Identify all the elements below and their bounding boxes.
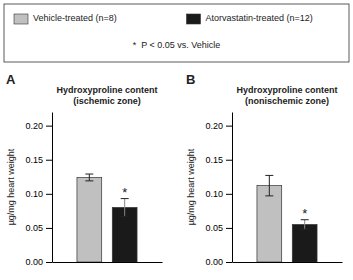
y-tick-label: 0.10 xyxy=(25,189,43,199)
legend: Vehicle-treated (n=8) Atorvastatin-treate… xyxy=(4,4,349,62)
plot-area xyxy=(257,175,317,262)
error-bar-stem xyxy=(269,175,270,195)
bar xyxy=(292,225,317,263)
x-axis xyxy=(233,262,343,264)
error-bar-cap xyxy=(85,180,93,181)
y-tick-mark xyxy=(226,228,232,229)
y-tick: 0.15 xyxy=(205,155,232,165)
y-axis-line xyxy=(52,113,53,263)
y-tick-mark xyxy=(226,160,232,161)
significance-marker: * xyxy=(302,206,307,221)
error-bar-stem xyxy=(124,199,125,217)
y-tick: 0.00 xyxy=(25,257,52,267)
y-tick-mark xyxy=(226,126,232,127)
error-bar-cap xyxy=(121,216,129,217)
legend-note: * P < 0.05 vs. Vehicle xyxy=(133,40,221,50)
y-tick: 0.10 xyxy=(205,189,232,199)
y-tick-label: 0.05 xyxy=(205,223,223,233)
y-tick-mark xyxy=(226,194,232,195)
y-tick: 0.05 xyxy=(205,223,232,233)
legend-box xyxy=(4,4,349,62)
y-tick-mark xyxy=(46,194,52,195)
error-bar xyxy=(301,220,309,230)
y-tick: 0.20 xyxy=(205,121,232,131)
error-bar-cap xyxy=(301,229,309,230)
y-tick-mark xyxy=(46,126,52,127)
error-bar-stem xyxy=(304,220,305,230)
panel-label: B xyxy=(186,72,195,87)
title: Hydroxyproline content(nonischemic zone) xyxy=(236,85,337,106)
y-axis-line xyxy=(232,113,233,263)
y-tick-label: 0.05 xyxy=(25,223,43,233)
y-tick-mark xyxy=(46,262,52,263)
legend-label: Atorvastatin-treated (n=12) xyxy=(206,13,313,23)
x-axis xyxy=(53,262,163,264)
error-bar xyxy=(85,174,93,181)
y-axis: 0.00 0.05 0.10 0.15 0.20 xyxy=(205,113,232,268)
y-axis-title: µg/mg heart weight xyxy=(6,148,16,225)
error-bar xyxy=(121,199,129,217)
x-axis-line xyxy=(53,262,163,263)
y-tick-label: 0.00 xyxy=(25,257,43,267)
y-tick: 0.20 xyxy=(25,121,52,131)
y-tick-mark xyxy=(46,160,52,161)
bar xyxy=(257,186,282,262)
y-tick: 0.05 xyxy=(25,223,52,233)
error-bar xyxy=(265,175,273,195)
panel: 0.00 0.05 0.10 0.15 0.20 * µg/mg heart weight H… xyxy=(186,72,343,267)
y-axis: 0.00 0.05 0.10 0.15 0.20 xyxy=(25,113,52,268)
significance-marker: * xyxy=(122,185,127,200)
panel: 0.00 0.05 0.10 0.15 0.20 * µg/mg heart weight H… xyxy=(6,72,163,267)
y-tick-label: 0.15 xyxy=(25,155,43,165)
error-bar-cap xyxy=(265,195,273,196)
y-tick-label: 0.20 xyxy=(205,121,223,131)
y-tick-label: 0.20 xyxy=(25,121,43,131)
error-bar-stem xyxy=(89,174,90,181)
x-axis-line xyxy=(233,262,343,263)
error-bar-cap xyxy=(265,175,273,176)
y-tick-label: 0.10 xyxy=(205,189,223,199)
legend-label: Vehicle-treated (n=8) xyxy=(33,13,117,23)
title: Hydroxyproline content(ischemic zone) xyxy=(56,85,157,106)
error-bar-cap xyxy=(85,174,93,175)
legend-swatch xyxy=(187,14,201,24)
legend-swatch xyxy=(14,14,28,24)
bar xyxy=(77,177,102,262)
y-tick-label: 0.15 xyxy=(205,155,223,165)
panel-label: A xyxy=(6,72,16,87)
chart: Vehicle-treated (n=8) Atorvastatin-treate… xyxy=(0,0,353,280)
y-tick-label: 0.00 xyxy=(205,257,223,267)
y-tick: 0.10 xyxy=(25,189,52,199)
y-tick: 0.15 xyxy=(25,155,52,165)
y-tick-mark xyxy=(226,262,232,263)
y-tick: 0.00 xyxy=(205,257,232,267)
y-tick-mark xyxy=(46,228,52,229)
y-axis-title: µg/mg heart weight xyxy=(186,148,196,225)
plot-area xyxy=(77,174,137,262)
